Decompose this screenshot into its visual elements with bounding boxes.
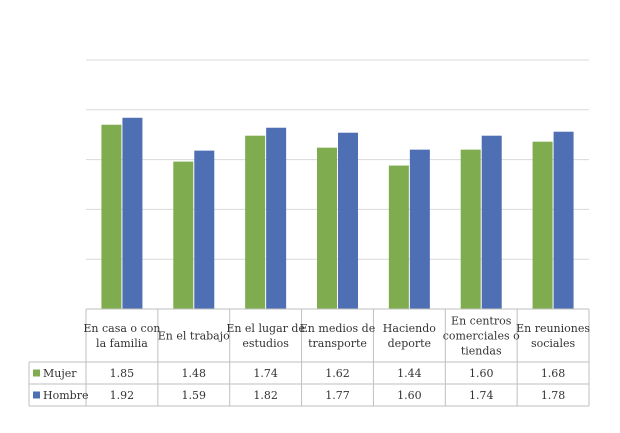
bar-hombre-4 [409, 149, 430, 309]
value-mujer-3: 1.62 [325, 367, 350, 380]
value-mujer-1: 1.48 [182, 367, 207, 380]
category-label-6: En reuniones sociales [516, 322, 590, 350]
value-mujer-6: 1.68 [541, 367, 566, 380]
value-mujer-0: 1.85 [110, 367, 135, 380]
value-hombre-0: 1.92 [110, 389, 135, 402]
category-label-4: Haciendo deporte [383, 322, 436, 350]
bar-mujer-1 [173, 161, 194, 309]
bar-mujer-6 [532, 141, 553, 309]
bar-mujer-4 [388, 165, 409, 309]
category-label-3: En medios de transporte [300, 322, 375, 350]
category-label-5: En centros comerciales o tiendas [443, 315, 520, 358]
bar-hombre-6 [553, 131, 574, 309]
bar-hombre-0 [122, 117, 143, 309]
legend-key-mujer [33, 369, 40, 377]
value-hombre-6: 1.78 [541, 389, 566, 402]
value-mujer-2: 1.74 [253, 367, 278, 380]
bar-mujer-2 [245, 135, 266, 309]
category-label-0: En casa o con la familia [83, 322, 160, 350]
legend-key-hombre [33, 391, 40, 399]
value-mujer-4: 1.44 [397, 367, 422, 380]
value-hombre-5: 1.74 [469, 389, 494, 402]
legend-label-hombre: Hombre [43, 389, 88, 402]
bar-hombre-1 [194, 150, 215, 309]
value-hombre-3: 1.77 [325, 389, 350, 402]
bars [101, 117, 574, 310]
bar-hombre-5 [481, 135, 502, 309]
bar-mujer-5 [460, 149, 481, 309]
value-hombre-1: 1.59 [182, 389, 207, 402]
category-label-1: En el trabajo [158, 330, 230, 343]
legend-label-mujer: Mujer [43, 367, 77, 380]
category-label-2: En el lugar de estudios [226, 322, 305, 350]
bar-hombre-3 [338, 132, 358, 309]
value-mujer-5: 1.60 [469, 367, 494, 380]
bar-mujer-0 [101, 124, 122, 310]
gridlines [86, 59, 589, 310]
value-hombre-2: 1.82 [253, 389, 278, 402]
value-hombre-4: 1.60 [397, 389, 422, 402]
bar-mujer-3 [317, 147, 337, 309]
bar-hombre-2 [266, 127, 287, 309]
